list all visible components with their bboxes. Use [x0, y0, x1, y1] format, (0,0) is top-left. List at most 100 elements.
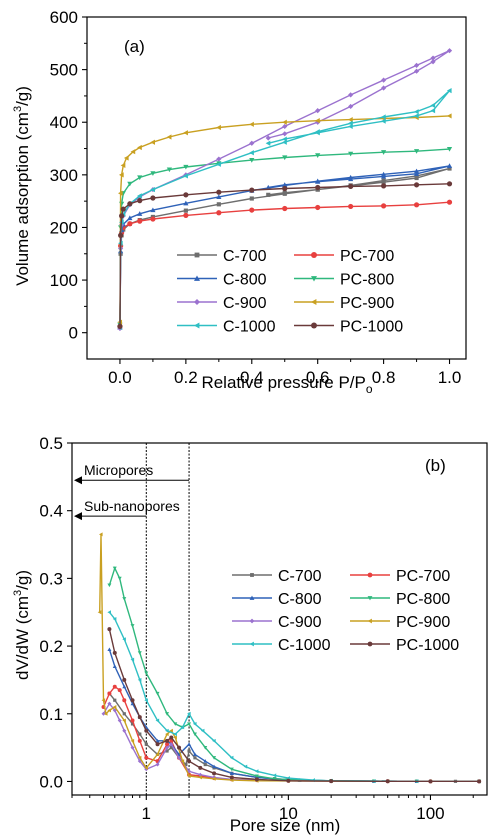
- panel-b-point: [254, 774, 259, 779]
- panel-a-point: [348, 176, 354, 182]
- panel-a-point: [348, 103, 354, 110]
- panel-a-legend-label: PC-800: [340, 272, 394, 289]
- panel-a-point: [430, 55, 436, 61]
- panel-b-point: [107, 691, 112, 696]
- panel-a-point: [381, 118, 386, 124]
- panel-a-point: [413, 68, 420, 74]
- panel-a-point: [137, 218, 143, 224]
- panel-b-x-tick-label: 100: [416, 804, 444, 823]
- panel-b-point: [112, 705, 117, 709]
- panel-a-point: [282, 136, 287, 142]
- panel-b-legend-label: PC-700: [396, 568, 450, 585]
- panel-a-point: [430, 102, 436, 108]
- panel-b-point: [212, 756, 217, 760]
- panel-b-point: [155, 691, 160, 696]
- panel-b-point: [254, 769, 259, 774]
- panel-a-point: [150, 195, 156, 201]
- panel-b-point: [272, 777, 277, 781]
- panel-b-point: [254, 777, 259, 782]
- panel-b-legend-label: PC-800: [396, 591, 450, 608]
- panel-b-point: [137, 715, 142, 720]
- panel-b-legend-entry-pc-900: PC-900: [350, 614, 450, 631]
- panel-a-point: [216, 161, 221, 167]
- panel-b-point: [169, 742, 174, 747]
- panel-a-legend-entry-pc-1000: PC-1000: [294, 319, 403, 336]
- panel-a-point: [183, 173, 188, 179]
- panel-a-point: [446, 113, 452, 119]
- panel-b-point: [99, 532, 103, 537]
- panel-a-legend-label: PC-700: [340, 248, 394, 265]
- panel-b-point: [192, 752, 197, 756]
- panel-b-point: [155, 742, 160, 747]
- panel-b-point: [97, 610, 102, 615]
- panel-a-point: [282, 119, 287, 125]
- panel-a-point: [150, 171, 156, 176]
- panel-b-point: [272, 773, 277, 778]
- panel-b-point: [130, 624, 135, 628]
- panel-a-point: [282, 205, 288, 212]
- panel-a-line-pc-900: [119, 115, 450, 323]
- panel-a-point: [249, 121, 254, 127]
- panel-a-legend-marker: [311, 276, 317, 282]
- panel-a-label: (a): [124, 37, 145, 56]
- panel-b-point: [122, 712, 126, 716]
- panel-a-point: [413, 202, 420, 208]
- panel-b-point: [165, 738, 170, 743]
- panel-a-point: [183, 164, 189, 170]
- panel-a-point: [118, 232, 124, 238]
- panel-a-point: [282, 123, 288, 130]
- panel-b-legend-label: C-1000: [278, 637, 331, 654]
- panel-b-point: [107, 583, 112, 588]
- panel-b-y-axis-label: dV/dW (cm3/g): [12, 570, 32, 680]
- panel-b-point: [144, 671, 149, 676]
- panel-b-point: [187, 711, 191, 716]
- panel-a-point: [315, 184, 321, 191]
- panel-b-point: [144, 742, 148, 746]
- panel-a-legend-entry-c-800: C-800: [177, 272, 267, 289]
- panel-b-y-tick-label: 0.2: [39, 637, 63, 656]
- panel-b-y-tick-label: 0.1: [39, 705, 63, 724]
- panel-a-point: [127, 201, 133, 207]
- panel-b-point: [229, 775, 234, 780]
- panel-a-point: [315, 108, 321, 114]
- panel-b-point: [203, 759, 208, 763]
- panel-b-point: [165, 728, 169, 733]
- panel-b-point: [103, 711, 108, 716]
- panel-b-point: [173, 732, 177, 737]
- panel-a-point: [265, 140, 271, 146]
- panel-a-legend-label: C-800: [223, 272, 267, 289]
- panel-b-y-tick-label: 0.4: [39, 502, 63, 521]
- panel-b-y-tick-label: 0.0: [39, 772, 63, 791]
- panel-a-point: [150, 139, 155, 145]
- panel-a-point: [130, 149, 136, 155]
- panel-b-point: [212, 776, 216, 781]
- panel-a-point: [348, 151, 354, 157]
- panel-a-y-tick-label: 200: [50, 218, 78, 237]
- panel-a-point: [430, 59, 436, 65]
- panel-b-annotation-label: Sub-nanopores: [84, 498, 180, 514]
- panel-b-point: [130, 718, 135, 723]
- panel-b-annotation-arrowhead: [74, 512, 82, 521]
- panel-a-line-pc-700: [119, 201, 450, 327]
- panel-a-plot-frame: [86, 16, 467, 360]
- panel-a-point: [282, 190, 287, 195]
- panel-a-point: [150, 207, 156, 213]
- panel-b-point: [130, 698, 135, 703]
- panel-b-legend-label: C-700: [278, 568, 322, 585]
- panel-b-legend-entry-c-700: C-700: [232, 568, 322, 585]
- panel-b-point: [187, 759, 192, 764]
- panel-a-point: [348, 123, 353, 130]
- panel-b-point: [144, 698, 148, 703]
- panel-b-point: [155, 738, 160, 743]
- panel-b-point: [165, 712, 170, 716]
- panel-a-point: [414, 173, 419, 178]
- panel-a-series-pc-900: [117, 113, 452, 325]
- panel-a-series-pc-1000: [117, 181, 453, 329]
- panel-b-legend-marker: [249, 618, 255, 624]
- panel-b-point: [122, 728, 127, 733]
- panel-a-point: [118, 190, 123, 196]
- panel-a-point: [137, 175, 143, 181]
- panel-a-y-tick-label: 300: [50, 166, 78, 185]
- panel-b-point: [122, 597, 127, 601]
- panel-b-legend-marker: [367, 596, 373, 601]
